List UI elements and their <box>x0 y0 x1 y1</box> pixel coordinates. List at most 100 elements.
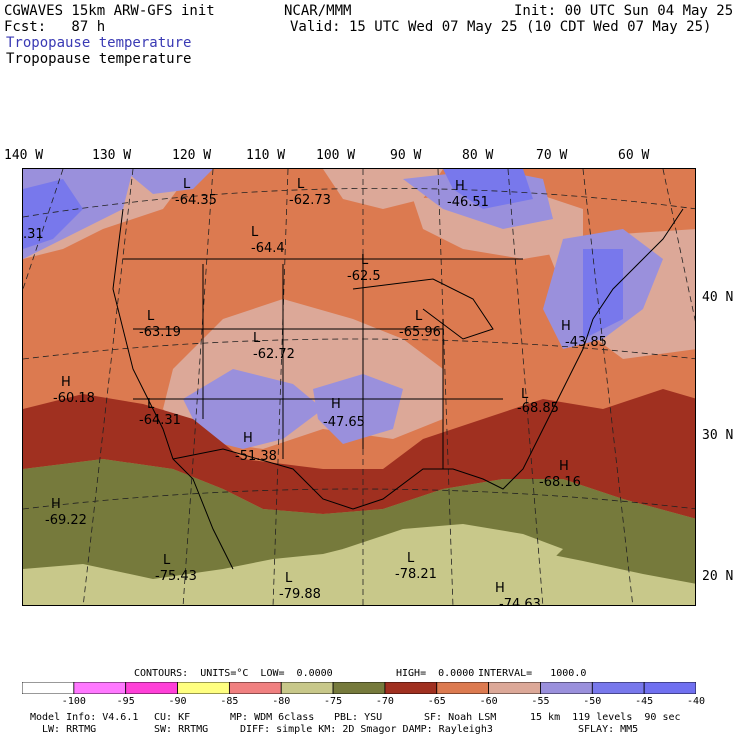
longwave-scheme: LW: RRTMG <box>42 724 97 735</box>
colorbar-swatch <box>384 682 438 694</box>
lon-label: 140 W <box>4 148 44 163</box>
colorbar <box>22 682 696 694</box>
extremum-type: H <box>61 375 71 390</box>
extremum-type: H <box>561 319 571 334</box>
extremum-type: L <box>253 331 261 346</box>
shortwave-scheme: SW: RRTMG <box>154 724 209 735</box>
colorbar-tick-label: -80 <box>272 696 291 707</box>
extremum-type: H <box>331 397 341 412</box>
colorbar-tick-label: -60 <box>479 696 498 707</box>
lon-label: 100 W <box>316 148 356 163</box>
extremum-value: -65.96 <box>399 325 441 340</box>
lon-label: 110 W <box>246 148 286 163</box>
contours-info: CONTOURS: UNITS=°C LOW= 0.0000 <box>134 668 333 679</box>
extremum-value: -75.43 <box>155 569 197 584</box>
contours-high: HIGH= 0.0000 <box>396 668 475 679</box>
resolution-info: 15 km 119 levels 90 sec <box>530 712 681 723</box>
pbl-scheme: PBL: YSU <box>334 712 383 723</box>
extremum-value: -62.72 <box>253 347 295 362</box>
extremum-type: L <box>251 225 259 240</box>
extremum-value: -64.31 <box>139 413 181 428</box>
colorbar-tick-label: -95 <box>116 696 135 707</box>
map-field <box>23 169 695 605</box>
extremum-value: -46.51 <box>447 195 489 210</box>
center-label: NCAR/MMM <box>284 3 352 19</box>
lon-label: 130 W <box>92 148 132 163</box>
extremum-value: -60.18 <box>53 391 95 406</box>
extremum-value: -68.16 <box>539 475 581 490</box>
colorbar-swatch <box>643 682 696 694</box>
extremum-type: H <box>559 459 569 474</box>
colorbar-tick-label: -70 <box>375 696 394 707</box>
colorbar-swatch <box>22 682 75 694</box>
extremum-value: -47.65 <box>323 415 365 430</box>
contours-interval: INTERVAL= 1000.0 <box>478 668 587 679</box>
extremum-value: -68.85 <box>517 401 559 416</box>
field-title-2: Tropopause temperature <box>6 51 192 67</box>
extremum-value: -63.19 <box>139 325 181 340</box>
extremum-value: -74.63 <box>499 597 541 606</box>
colorbar-tick-label: -50 <box>583 696 602 707</box>
diffusion-info: DIFF: simple KM: 2D Smagor DAMP: Rayleig… <box>240 724 493 735</box>
lon-label: 90 W <box>390 148 422 163</box>
colorbar-swatch <box>228 682 282 694</box>
colorbar-tick-label: -45 <box>635 696 654 707</box>
colorbar-swatch <box>488 682 541 694</box>
lon-label: 70 W <box>536 148 568 163</box>
colorbar-swatch <box>436 682 490 694</box>
surface-layer-scheme: SFLAY: MM5 <box>578 724 639 735</box>
colorbar-swatch <box>591 682 645 694</box>
lon-label: 80 W <box>462 148 494 163</box>
extremum-value: -69.22 <box>45 513 87 528</box>
extremum-type: H <box>495 581 505 596</box>
colorbar-tick-label: -55 <box>531 696 550 707</box>
extremum-type: L <box>521 387 529 402</box>
extremum-type: L <box>163 553 171 568</box>
lat-label: 30 N <box>702 428 734 443</box>
extremum-value: .31 <box>23 227 44 242</box>
extremum-type: L <box>285 571 293 586</box>
extremum-value: -51.38 <box>235 449 277 464</box>
lon-label: 120 W <box>172 148 212 163</box>
extremum-type: L <box>415 309 423 324</box>
extremum-type: H <box>243 431 253 446</box>
extremum-type: H <box>455 179 465 194</box>
microphysics-scheme: MP: WDM 6class <box>230 712 315 723</box>
colorbar-swatch <box>280 682 334 694</box>
model-title: CGWAVES 15km ARW-GFS init <box>4 3 215 19</box>
colorbar-tick-label: -75 <box>324 696 343 707</box>
extremum-type: L <box>297 177 305 192</box>
extremum-type: L <box>361 253 369 268</box>
colorbar-tick-label: -100 <box>61 696 86 707</box>
colorbar-swatch <box>177 682 230 694</box>
lat-label: 40 N <box>702 290 734 305</box>
extremum-type: L <box>147 397 155 412</box>
colorbar-swatch <box>125 682 178 694</box>
extremum-value: -64.4 <box>251 241 285 256</box>
init-time: Init: 00 UTC Sun 04 May 25 <box>514 3 734 19</box>
extremum-value: -78.21 <box>395 567 437 582</box>
colorbar-tick-label: -65 <box>427 696 446 707</box>
model-info: Model Info: V4.6.1 <box>30 712 139 723</box>
lat-label: 20 N <box>702 569 734 584</box>
extremum-type: H <box>51 497 61 512</box>
colorbar-tick-label: -40 <box>686 696 706 707</box>
extremum-value: -62.73 <box>289 193 331 208</box>
extremum-value: -43.85 <box>565 335 607 350</box>
colorbar-tick-label: -90 <box>168 696 187 707</box>
valid-time: Valid: 15 UTC Wed 07 May 25 (10 CDT Wed … <box>290 19 712 35</box>
surface-scheme: SF: Noah LSM <box>424 712 497 723</box>
extremum-type: L <box>407 551 415 566</box>
lon-label: 60 W <box>618 148 650 163</box>
cumulus-scheme: CU: KF <box>154 712 191 723</box>
extremum-type: L <box>183 177 191 192</box>
field-title-1: Tropopause temperature <box>6 35 192 51</box>
extremum-value: -79.88 <box>279 587 321 602</box>
map-panel: L -64.35 L -62.73 H -46.51 .31 L -64.4 L… <box>22 168 696 606</box>
extremum-type: L <box>147 309 155 324</box>
extremum-value: -64.35 <box>175 193 217 208</box>
colorbar-swatch <box>332 682 386 694</box>
forecast-hour: Fcst: 87 h <box>4 19 106 35</box>
colorbar-swatch <box>540 682 593 694</box>
colorbar-tick-label: -85 <box>220 696 239 707</box>
